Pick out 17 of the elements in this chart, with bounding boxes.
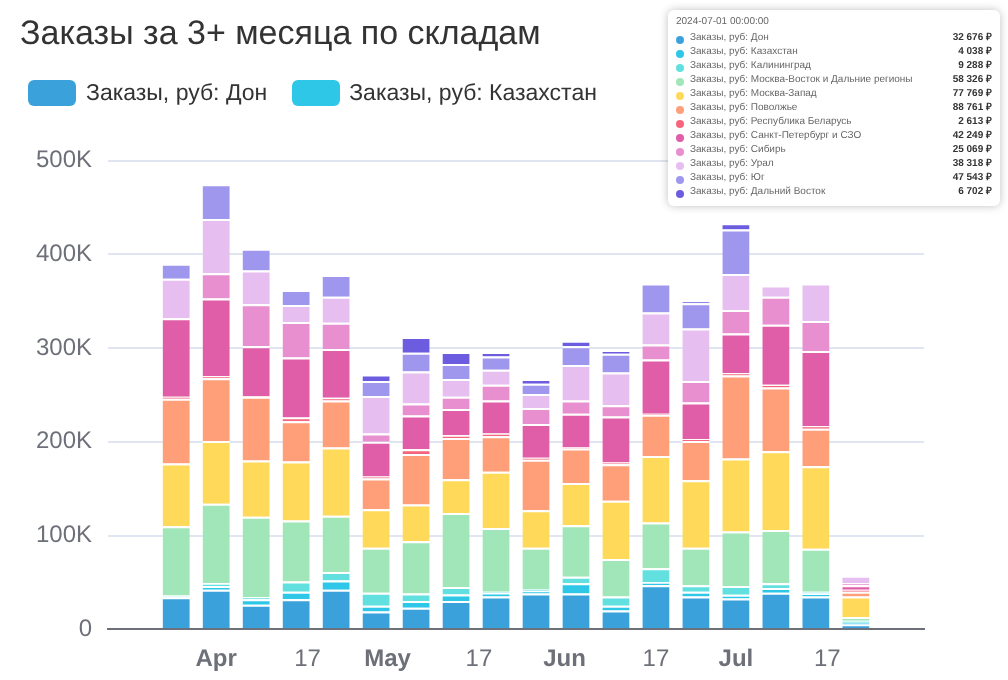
legend-label: Заказы, руб: Дон [86,81,268,105]
x-tick-label: May [364,644,412,673]
y-tick-label: 200K [35,426,93,455]
x-tick-label: Jul [718,644,754,673]
y-tick-label: 100K [35,520,93,549]
y-tick-label: 300K [35,332,93,361]
x-tick-label: Jun [543,644,586,673]
y-tick-label: 400K [35,239,93,268]
y-tick-label: 0 [78,613,93,642]
chart-title: Заказы за 3+ месяца по складам [20,13,541,52]
legend-label: Заказы, руб: Казахстан [349,81,597,105]
y-tick-label: 500K [35,145,93,174]
x-tick-label: 17 [465,644,493,673]
x-tick-label: Apr [195,644,238,673]
x-tick-label: 17 [294,644,322,673]
x-tick-label: 17 [642,644,670,673]
x-tick-label: 17 [813,644,842,673]
